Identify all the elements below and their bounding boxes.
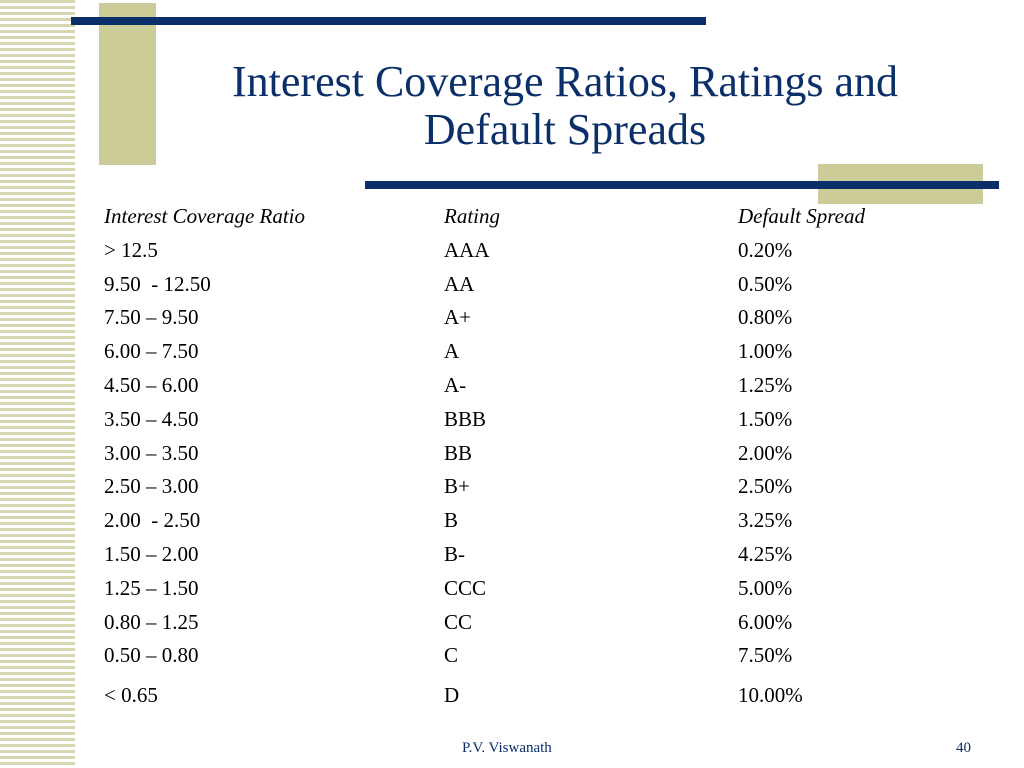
cell-rating: D	[444, 683, 460, 708]
cell-coverage-ratio: 4.50 – 6.00	[104, 372, 199, 397]
cell-rating: CC	[444, 609, 473, 634]
slide-title: Interest Coverage Ratios, Ratings and De…	[160, 58, 970, 154]
header-rating: Rating	[444, 204, 500, 228]
table-row: 0.80 – 1.25 CC 6.00%	[104, 606, 984, 640]
cell-rating: B	[444, 508, 459, 533]
footer-author: P.V. Viswanath	[462, 740, 552, 756]
table-row: 3.00 – 3.50 BB 2.00%	[104, 437, 984, 471]
cell-default-spread: 2.00%	[738, 440, 793, 465]
cell-default-spread: 10.00%	[738, 683, 803, 708]
cell-default-spread: 2.50%	[738, 474, 793, 499]
cell-default-spread: 6.00%	[738, 609, 793, 634]
table-row: 2.50 – 3.00 B+ 2.50%	[104, 470, 984, 504]
table-row: 7.50 – 9.50 A+ 0.80%	[104, 301, 984, 335]
cell-coverage-ratio: < 0.65	[104, 683, 158, 708]
cell-rating: A+	[444, 305, 472, 330]
cell-default-spread: 4.25%	[738, 541, 793, 566]
cell-rating: B+	[444, 474, 470, 499]
header-coverage-ratio: Interest Coverage Ratio	[104, 204, 306, 228]
table-row: 0.50 – 0.80 C 7.50%	[104, 639, 984, 673]
page-number: 40	[956, 740, 971, 756]
decorative-bar-bottom	[365, 181, 999, 189]
cell-default-spread: 0.50%	[738, 271, 793, 296]
cell-default-spread: 5.00%	[738, 575, 793, 600]
cell-rating: A	[444, 339, 460, 364]
slide-title-line2: Default Spreads	[423, 105, 707, 154]
table-row: 4.50 – 6.00 A- 1.25%	[104, 369, 984, 403]
cell-coverage-ratio: 3.50 – 4.50	[104, 406, 199, 431]
cell-coverage-ratio: 3.00 – 3.50	[104, 440, 199, 465]
cell-default-spread: 0.80%	[738, 305, 793, 330]
cell-rating: AA	[444, 271, 475, 296]
cell-coverage-ratio: 0.80 – 1.25	[104, 609, 199, 634]
table-header-row: Interest Coverage Ratio Rating Default S…	[104, 200, 984, 234]
decorative-bar-top	[71, 17, 706, 25]
cell-rating: BB	[444, 440, 473, 465]
cell-rating: C	[444, 643, 459, 668]
table-row: 9.50 - 12.50 AA 0.50%	[104, 268, 984, 302]
cell-coverage-ratio: 2.00 - 2.50	[104, 508, 201, 533]
cell-coverage-ratio: 0.50 – 0.80	[104, 643, 199, 668]
table-row: 2.00 - 2.50 B 3.25%	[104, 504, 984, 538]
cell-coverage-ratio: > 12.5	[104, 237, 158, 262]
table-row: 6.00 – 7.50 A 1.00%	[104, 335, 984, 369]
table-row: > 12.5 AAA 0.20%	[104, 234, 984, 268]
cell-coverage-ratio: 1.50 – 2.00	[104, 541, 199, 566]
header-default-spread: Default Spread	[738, 204, 865, 228]
cell-coverage-ratio: 9.50 - 12.50	[104, 271, 211, 296]
table-row: 1.25 – 1.50 CCC 5.00%	[104, 572, 984, 606]
decorative-block-top	[99, 3, 156, 165]
decorative-stripes	[0, 0, 75, 768]
cell-default-spread: 0.20%	[738, 237, 793, 262]
cell-rating: AAA	[444, 237, 490, 262]
cell-default-spread: 1.50%	[738, 406, 793, 431]
cell-rating: A-	[444, 372, 467, 397]
cell-default-spread: 1.00%	[738, 339, 793, 364]
cell-coverage-ratio: 1.25 – 1.50	[104, 575, 199, 600]
cell-rating: BBB	[444, 406, 487, 431]
cell-default-spread: 7.50%	[738, 643, 793, 668]
cell-default-spread: 3.25%	[738, 508, 793, 533]
ratings-table: Interest Coverage Ratio Rating Default S…	[104, 200, 984, 713]
cell-coverage-ratio: 2.50 – 3.00	[104, 474, 199, 499]
slide-title-line1: Interest Coverage Ratios, Ratings and	[232, 57, 898, 106]
table-row: < 0.65 D 10.00%	[104, 679, 984, 713]
table-row: 1.50 – 2.00 B- 4.25%	[104, 538, 984, 572]
cell-default-spread: 1.25%	[738, 372, 793, 397]
cell-coverage-ratio: 7.50 – 9.50	[104, 305, 199, 330]
cell-coverage-ratio: 6.00 – 7.50	[104, 339, 199, 364]
cell-rating: CCC	[444, 575, 487, 600]
cell-rating: B-	[444, 541, 465, 566]
table-row: 3.50 – 4.50 BBB 1.50%	[104, 403, 984, 437]
